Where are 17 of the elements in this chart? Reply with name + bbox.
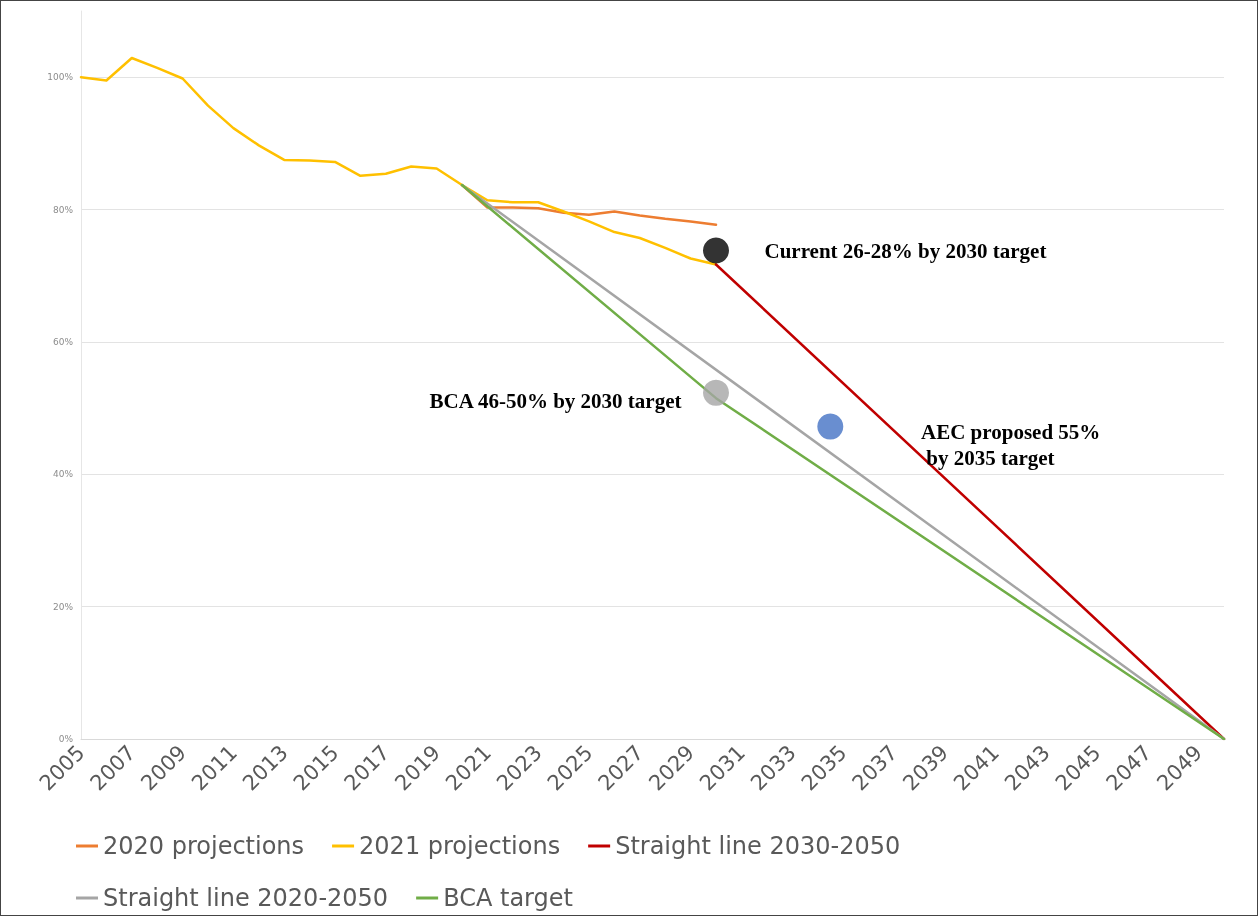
legend-label: BCA target <box>443 884 573 912</box>
legend-label: Straight line 2030-2050 <box>615 832 901 860</box>
y-tick-label: 60% <box>52 336 74 347</box>
legend-label: 2021 projections <box>359 832 561 860</box>
legend-label: 2020 projections <box>103 832 305 860</box>
y-tick-label: 0% <box>58 734 74 744</box>
annotation: AEC proposed 55% by 2035 target <box>921 420 1101 470</box>
point <box>703 379 729 406</box>
y-tick-label: 80% <box>52 204 74 215</box>
point <box>703 237 729 264</box>
y-tick-label: 40% <box>52 469 74 480</box>
y-tick-label: 20% <box>52 601 74 612</box>
y-tick-label: 100% <box>47 72 74 83</box>
point <box>817 413 844 440</box>
annotation: BCA 46-50% by 2030 target <box>429 388 682 413</box>
annotation: Current 26-28% by 2030 target <box>764 238 1047 263</box>
legend-label: Straight line 2020-2050 <box>103 884 389 912</box>
